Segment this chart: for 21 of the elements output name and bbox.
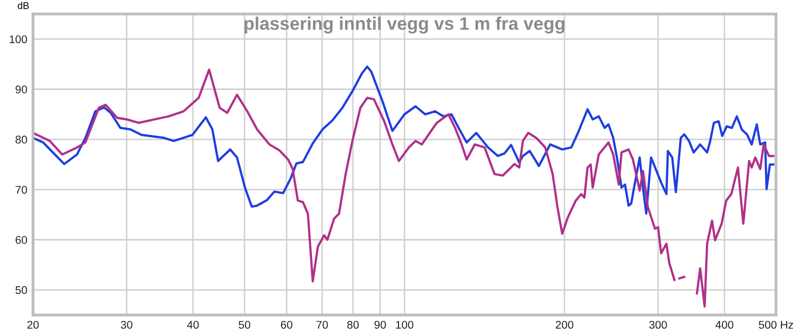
y-tick-label: 90 (16, 86, 28, 94)
y-tick-label: 60 (16, 236, 28, 244)
x-tick-label: 40 (187, 320, 199, 329)
y-tick-label: 50 (16, 286, 28, 294)
x-tick-label: 60 (280, 320, 292, 329)
y-tick-label: 100 (10, 35, 28, 44)
x-tick-label: 20 (27, 320, 39, 329)
x-tick-label: 200 (556, 320, 574, 329)
x-tick-label: 80 (347, 320, 359, 329)
y-tick-label: 70 (16, 186, 28, 194)
x-tick-label: 400 (715, 320, 734, 329)
x-tick-label: 300 (649, 320, 667, 329)
x-tick-label: 500 Hz (758, 320, 794, 329)
x-tick-label: 100 (396, 320, 414, 329)
chart-title: plassering inntil vegg vs 1 m fra vegg (244, 16, 564, 34)
y-axis-title: dB (18, 2, 29, 10)
x-tick-label: 50 (238, 320, 250, 329)
x-tick-label: 30 (120, 320, 132, 329)
y-tick-label: 80 (16, 136, 28, 144)
x-tick-label: 70 (316, 320, 328, 329)
x-tick-label: 90 (374, 320, 386, 329)
